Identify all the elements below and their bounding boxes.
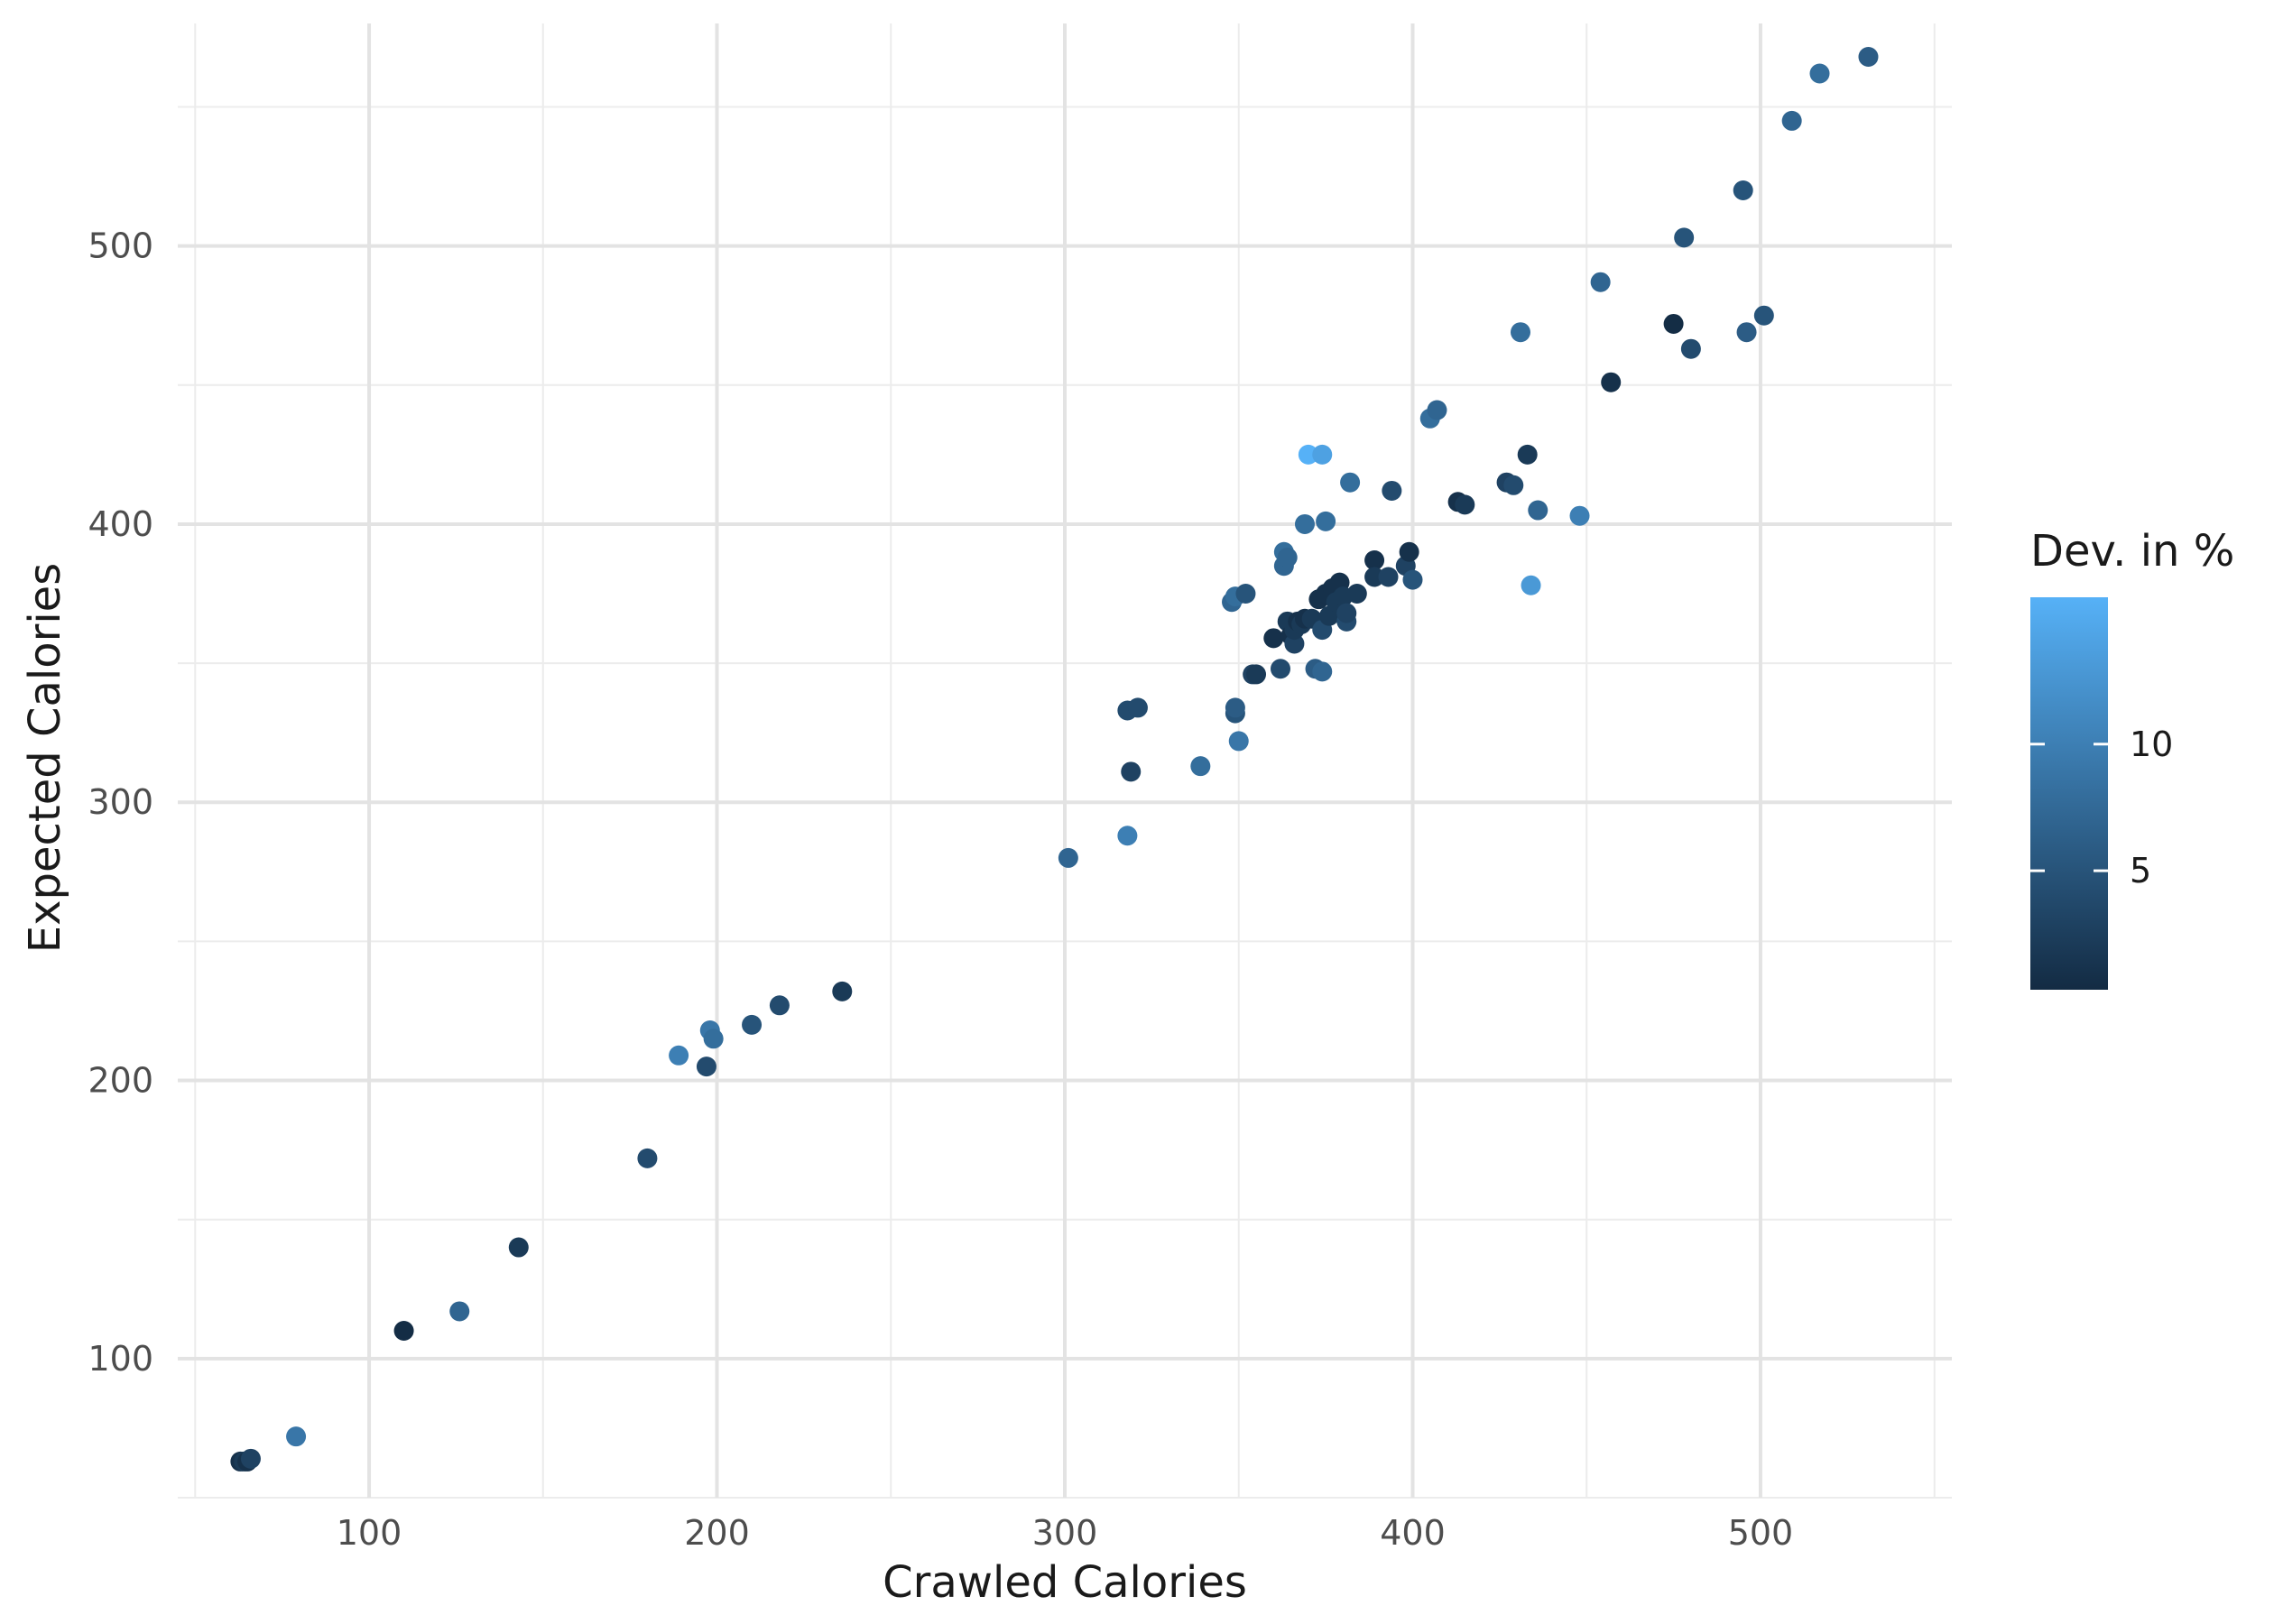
data-point bbox=[1235, 584, 1256, 604]
x-axis-ticks: 100 200 300 400 500 bbox=[337, 1513, 1793, 1553]
data-point bbox=[1858, 46, 1879, 67]
data-point bbox=[1225, 697, 1245, 718]
data-point bbox=[1521, 575, 1541, 595]
y-tick-label: 100 bbox=[88, 1339, 153, 1379]
data-point bbox=[1298, 444, 1318, 465]
x-tick-label: 500 bbox=[1728, 1513, 1794, 1553]
data-points bbox=[230, 46, 1879, 1472]
data-point bbox=[637, 1148, 658, 1168]
data-point bbox=[1346, 584, 1367, 604]
data-point bbox=[1378, 567, 1399, 587]
data-point bbox=[286, 1426, 307, 1447]
colorbar-legend: Dev. in % 5 10 bbox=[2030, 526, 2234, 990]
data-point bbox=[1117, 826, 1138, 846]
major-grid bbox=[178, 23, 1952, 1498]
x-axis-title: Crawled Calories bbox=[883, 1557, 1247, 1608]
data-point bbox=[703, 1029, 724, 1049]
x-tick-label: 300 bbox=[1032, 1513, 1098, 1553]
data-point bbox=[769, 995, 790, 1016]
data-point bbox=[1058, 847, 1078, 868]
data-point bbox=[1590, 272, 1611, 292]
data-point bbox=[1399, 541, 1419, 562]
data-point bbox=[1284, 633, 1305, 654]
data-point bbox=[1753, 305, 1774, 326]
data-point bbox=[1336, 603, 1357, 623]
data-point bbox=[240, 1448, 261, 1469]
y-tick-label: 500 bbox=[88, 226, 153, 266]
data-point bbox=[696, 1057, 716, 1077]
data-point bbox=[1228, 731, 1249, 752]
y-axis-title: Expected Calories bbox=[20, 563, 70, 953]
data-point bbox=[1528, 500, 1548, 521]
colorbar-tick-label: 5 bbox=[2130, 851, 2151, 890]
data-point bbox=[1263, 628, 1284, 649]
data-point bbox=[1517, 444, 1538, 465]
data-point bbox=[1364, 567, 1385, 587]
y-axis-ticks: 100 200 300 400 500 bbox=[88, 226, 153, 1379]
data-point bbox=[1246, 664, 1267, 685]
data-point bbox=[1427, 400, 1447, 420]
data-point bbox=[1271, 659, 1291, 679]
colorbar-ticks: 5 10 bbox=[2030, 724, 2173, 890]
data-point bbox=[1121, 761, 1142, 782]
data-point bbox=[1733, 180, 1753, 200]
legend-title: Dev. in % bbox=[2030, 526, 2234, 577]
data-point bbox=[1736, 322, 1757, 343]
data-point bbox=[1601, 372, 1622, 392]
data-point bbox=[1294, 513, 1315, 534]
x-tick-label: 200 bbox=[684, 1513, 750, 1553]
data-point bbox=[1680, 338, 1701, 359]
y-tick-label: 400 bbox=[88, 504, 153, 544]
x-tick-label: 100 bbox=[337, 1513, 402, 1553]
data-point bbox=[1382, 480, 1402, 501]
data-point bbox=[1277, 547, 1298, 567]
data-point bbox=[1190, 756, 1211, 777]
data-point bbox=[1455, 494, 1475, 515]
data-point bbox=[1569, 505, 1590, 526]
data-point bbox=[1510, 322, 1530, 343]
data-point bbox=[1809, 63, 1830, 84]
data-point bbox=[1312, 444, 1333, 465]
data-point bbox=[1127, 697, 1148, 718]
data-point bbox=[669, 1045, 689, 1066]
data-point bbox=[1316, 511, 1336, 531]
data-point bbox=[1674, 227, 1695, 248]
y-tick-label: 200 bbox=[88, 1061, 153, 1101]
data-point bbox=[508, 1237, 529, 1258]
colorbar-tick-label: 10 bbox=[2130, 724, 2173, 764]
data-point bbox=[1663, 313, 1684, 334]
data-point bbox=[1781, 110, 1802, 131]
colorbar bbox=[2030, 597, 2108, 990]
data-point bbox=[1503, 475, 1524, 495]
data-point bbox=[1340, 472, 1361, 493]
x-tick-label: 400 bbox=[1380, 1513, 1446, 1553]
data-point bbox=[393, 1321, 414, 1342]
data-point bbox=[1364, 550, 1385, 571]
data-point bbox=[832, 981, 853, 1001]
data-point bbox=[742, 1014, 763, 1035]
data-point bbox=[1402, 569, 1423, 590]
data-point bbox=[1312, 661, 1333, 682]
data-point bbox=[449, 1301, 470, 1322]
y-tick-label: 300 bbox=[88, 782, 153, 822]
